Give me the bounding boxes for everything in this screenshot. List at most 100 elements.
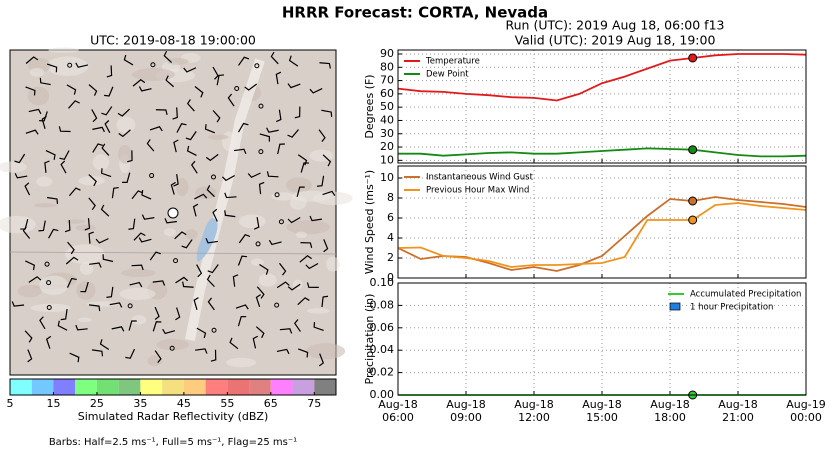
wind-barb — [155, 109, 168, 115]
terrain — [79, 261, 94, 275]
wind-barb — [172, 107, 178, 120]
terrain — [132, 68, 176, 81]
wind-barb — [173, 139, 179, 153]
wind-barb — [193, 297, 199, 310]
y-tick-label: 2 — [387, 251, 394, 264]
wind-barb — [183, 67, 197, 73]
wind-barb — [181, 239, 193, 249]
calm-barb — [46, 305, 52, 311]
colorbar-segment — [314, 379, 336, 395]
calm-barb — [274, 192, 280, 198]
terrain — [75, 224, 96, 232]
wind-barb — [212, 110, 221, 123]
wind-barb — [300, 242, 313, 248]
wind-barb — [174, 231, 187, 240]
wind-barb — [206, 274, 215, 288]
barb-note: Barbs: Half=2.5 ms⁻¹, Full=5 ms⁻¹, Flag=… — [49, 437, 297, 448]
wind-barb — [117, 108, 130, 117]
wind-barb — [104, 120, 111, 134]
wind-barb — [25, 129, 39, 135]
y-axis-label: Degrees (F) — [363, 74, 376, 138]
wind-barb — [133, 232, 146, 241]
terrain — [163, 228, 176, 237]
terrain — [326, 256, 340, 272]
wind-barb — [287, 129, 299, 138]
wind-barb — [11, 301, 25, 307]
calm-barb — [274, 302, 280, 308]
wind-barb — [99, 339, 110, 351]
wind-barb — [57, 320, 68, 331]
wind-barb — [321, 109, 333, 118]
wind-barb — [297, 348, 309, 358]
wind-barb — [131, 264, 144, 271]
y-tick-label: 80 — [380, 60, 394, 73]
wind-barb — [88, 174, 97, 187]
wind-barb — [24, 182, 31, 196]
wind-barb — [279, 328, 293, 334]
colorbar-segment — [31, 379, 54, 395]
terrain — [116, 116, 136, 134]
terrain — [29, 67, 45, 77]
wind-barb — [104, 86, 114, 97]
wind-barb — [185, 131, 197, 141]
y-tick-label: 90 — [380, 47, 394, 60]
colorbar-segment — [96, 379, 119, 395]
y-tick-label: 10 — [380, 153, 394, 166]
terrain — [77, 317, 92, 323]
x-tick-label: Aug-18 18:00 — [650, 398, 690, 424]
calm-barb — [278, 219, 284, 225]
terrain — [119, 287, 156, 300]
colorbar-tick-label: 35 — [133, 397, 147, 410]
terrain — [92, 154, 110, 170]
wind-barb — [39, 111, 48, 122]
x-tick-label: Aug-18 21:00 — [718, 398, 758, 424]
colorbar-segment — [270, 379, 293, 395]
colorbar-segment — [140, 379, 163, 395]
terrain — [306, 308, 330, 314]
wind-barb — [322, 190, 336, 196]
calm-barb — [44, 261, 50, 267]
wind-barb — [58, 126, 71, 133]
wind-barb — [210, 349, 217, 362]
calm-barb — [127, 303, 133, 309]
wind-barb — [154, 306, 160, 320]
wind-barb — [276, 348, 290, 355]
wind-barb — [164, 218, 177, 224]
wind-barb — [91, 109, 98, 123]
wind-barb — [252, 335, 259, 349]
wind-barb — [92, 143, 104, 153]
colorbar-tick-label: 55 — [220, 397, 234, 410]
calm-barb — [67, 62, 73, 68]
highlight-marker — [688, 145, 698, 155]
calm-barb — [210, 174, 216, 180]
colorbar-segment — [118, 379, 141, 395]
wind-barb — [152, 280, 166, 286]
wind-barb — [59, 150, 70, 160]
terrain — [121, 268, 156, 278]
series-line — [397, 53, 807, 102]
y-tick-label: 8 — [387, 191, 394, 204]
wind-barb — [227, 93, 235, 107]
wind-barb — [131, 190, 144, 200]
legend-label: Dew Point — [426, 70, 469, 80]
wind-barb — [25, 260, 36, 271]
colorbar-tick-label: 75 — [307, 397, 321, 410]
wind-barb — [101, 106, 113, 116]
wind-barb — [321, 295, 329, 308]
wind-barb — [216, 74, 225, 86]
wind-barb — [141, 189, 152, 200]
wind-barb — [212, 208, 218, 222]
colorbar-tick-label: 25 — [90, 397, 104, 410]
terrain — [0, 161, 27, 173]
wind-barb — [149, 126, 163, 132]
y-tick-label: 40 — [380, 113, 394, 126]
wind-barb — [196, 327, 207, 339]
wind-barb — [204, 124, 215, 134]
y-axis-label: Precipitation (in) — [363, 294, 376, 385]
calm-barb — [150, 62, 156, 68]
wind-barb — [287, 216, 301, 224]
wind-barb — [238, 56, 250, 66]
wind-barb — [111, 326, 125, 332]
terrain — [286, 220, 331, 235]
